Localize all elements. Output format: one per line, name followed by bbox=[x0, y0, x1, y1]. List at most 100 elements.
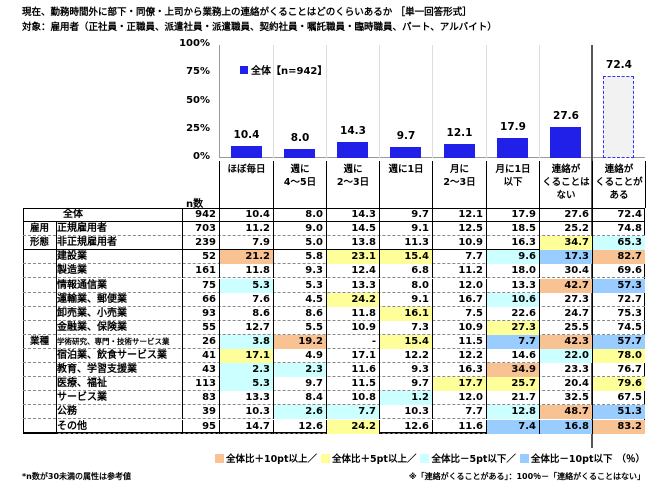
gridline bbox=[326, 45, 327, 158]
row-label: 全体 bbox=[63, 209, 83, 220]
table-cell: 5.5 bbox=[273, 320, 326, 335]
table-cell: 27.3 bbox=[486, 320, 539, 335]
row-label: その他 bbox=[57, 420, 87, 432]
table-cell: 20.4 bbox=[539, 377, 592, 392]
table-cell: 5.3 bbox=[273, 278, 326, 293]
legend-label: 全体【n=942】 bbox=[251, 66, 328, 77]
table-cell: 7.3 bbox=[379, 320, 432, 335]
table-cell: 9.3 bbox=[379, 363, 432, 378]
footnote-right: ※「連絡がくることがある」：100％－「連絡がくることはない」 bbox=[408, 472, 645, 481]
table-cell: 7.9 bbox=[219, 236, 273, 251]
category-header: ほぼ毎日 bbox=[219, 161, 273, 208]
table-cell: 5.8 bbox=[273, 250, 326, 265]
table-cell: 15.4 bbox=[379, 250, 432, 265]
group-label-line: 雇用 bbox=[29, 223, 49, 235]
n-value: 239 bbox=[182, 236, 219, 251]
n-value: 703 bbox=[182, 222, 219, 237]
table-cell: 14.5 bbox=[326, 222, 379, 237]
table-cell: 10.6 bbox=[486, 292, 539, 307]
bar bbox=[284, 148, 315, 158]
y-tick-label: 25% bbox=[186, 122, 210, 134]
gridline bbox=[539, 45, 540, 158]
table-cell: 7.7 bbox=[326, 405, 379, 420]
table-cell: 11.8 bbox=[219, 264, 273, 279]
table-row: 公務 39 10.3 2.6 7.7 10.3 7.7 12.8 48.7 51.3 bbox=[23, 405, 645, 420]
table-cell: 7.6 bbox=[219, 292, 273, 307]
key-label: 全体比＋10pt以上／ bbox=[225, 454, 318, 465]
table-cell: 12.2 bbox=[432, 349, 486, 363]
table-cell: 16.1 bbox=[379, 306, 432, 321]
table-cell: 22.0 bbox=[539, 349, 592, 363]
table-cell: 11.5 bbox=[326, 377, 379, 392]
table-cell: 11.5 bbox=[432, 334, 486, 349]
table-cell: 10.3 bbox=[379, 405, 432, 420]
category-label-line: 連絡が bbox=[604, 164, 634, 175]
n-header: n数 bbox=[186, 199, 204, 210]
key-swatch bbox=[420, 454, 430, 463]
table-cell: 24.2 bbox=[326, 419, 379, 434]
table-cell: 27.6 bbox=[539, 208, 592, 222]
table-cell: 8.4 bbox=[273, 391, 326, 406]
y-tick-label: 100% bbox=[179, 38, 210, 49]
table-cell: 11.2 bbox=[432, 264, 486, 279]
n-value: 93 bbox=[182, 306, 219, 321]
table-cell: 5.0 bbox=[273, 236, 326, 251]
category-label-line: 週に bbox=[343, 164, 363, 175]
table-cell: 12.8 bbox=[486, 405, 539, 420]
table-cell: 11.2 bbox=[219, 222, 273, 237]
table-cell: 24.7 bbox=[539, 306, 592, 321]
table-cell: 3.8 bbox=[219, 334, 273, 349]
table-cell: 72.4 bbox=[592, 208, 645, 222]
n-value: 55 bbox=[182, 320, 219, 335]
table-cell: 34.7 bbox=[539, 236, 592, 251]
table-cell: 6.8 bbox=[379, 264, 432, 279]
table-cell: 14.6 bbox=[486, 349, 539, 363]
category-header: 週に 4～5日 bbox=[273, 161, 326, 208]
table-row: 建設業 52 21.2 5.8 23.1 15.4 7.7 9.6 17.3 82.7 bbox=[23, 250, 645, 265]
table-cell: 12.0 bbox=[432, 391, 486, 406]
table-cell: 12.0 bbox=[432, 278, 486, 293]
key-label: 全体比－5pt以下／ bbox=[431, 454, 516, 465]
table-cell: 7.7 bbox=[486, 334, 539, 349]
table-cell: 22.6 bbox=[486, 306, 539, 321]
gridline bbox=[432, 45, 433, 158]
category-label-line: 週に bbox=[290, 164, 310, 175]
gridline bbox=[379, 45, 380, 158]
category-label-line: くることが bbox=[595, 177, 643, 188]
chart-title: 現在、勤務時間外に部下・同僚・上司から業務上の連絡がくることはどのくらいあるか … bbox=[22, 7, 472, 18]
category-label-line: 4～5日 bbox=[283, 177, 317, 188]
table-row: 運輸業、郵便業 66 7.6 4.5 24.2 9.1 16.7 10.6 27.3 72.7 bbox=[23, 292, 645, 307]
table-cell: 16.8 bbox=[539, 419, 592, 434]
table-cell: 51.3 bbox=[592, 405, 645, 420]
bar-value-label: 9.7 bbox=[396, 130, 416, 143]
category-label-line: 以下 bbox=[503, 177, 523, 188]
table-cell: 9.3 bbox=[273, 264, 326, 279]
key-swatch bbox=[519, 454, 529, 463]
table-cell: - bbox=[326, 334, 379, 349]
table-cell: 79.6 bbox=[592, 377, 645, 392]
category-header: 週に 2～3日 bbox=[326, 161, 379, 208]
table-cell: 12.6 bbox=[273, 419, 326, 434]
table-cell: 12.4 bbox=[326, 264, 379, 279]
key-label: 全体比－10pt以下 bbox=[530, 454, 613, 465]
n-value: 26 bbox=[182, 334, 219, 349]
category-label-line: 2～3日 bbox=[336, 177, 370, 188]
category-label-line: くることは bbox=[542, 177, 590, 188]
table-cell: 27.3 bbox=[539, 292, 592, 307]
table-cell: 7.7 bbox=[432, 250, 486, 265]
y-tick-label: 50% bbox=[186, 94, 210, 106]
table-cell: 1.2 bbox=[379, 391, 432, 406]
row-label: 非正規雇用者 bbox=[57, 237, 117, 249]
table-cell: 9.7 bbox=[273, 377, 326, 392]
table-right-border bbox=[645, 161, 646, 208]
category-label-line: 2～3日 bbox=[443, 177, 476, 188]
table-cell: 57.7 bbox=[592, 334, 645, 349]
category-label-line: ほぼ毎日 bbox=[227, 164, 266, 175]
row-label: 正規雇用者 bbox=[57, 223, 107, 235]
category-header: 週に1日 bbox=[379, 161, 432, 208]
category-label-line: 週に1日 bbox=[388, 164, 424, 175]
table-cell: 9.6 bbox=[486, 250, 539, 265]
table-cell: 13.8 bbox=[326, 236, 379, 251]
group-label-line: 形態 bbox=[29, 237, 49, 249]
bar bbox=[603, 76, 634, 158]
